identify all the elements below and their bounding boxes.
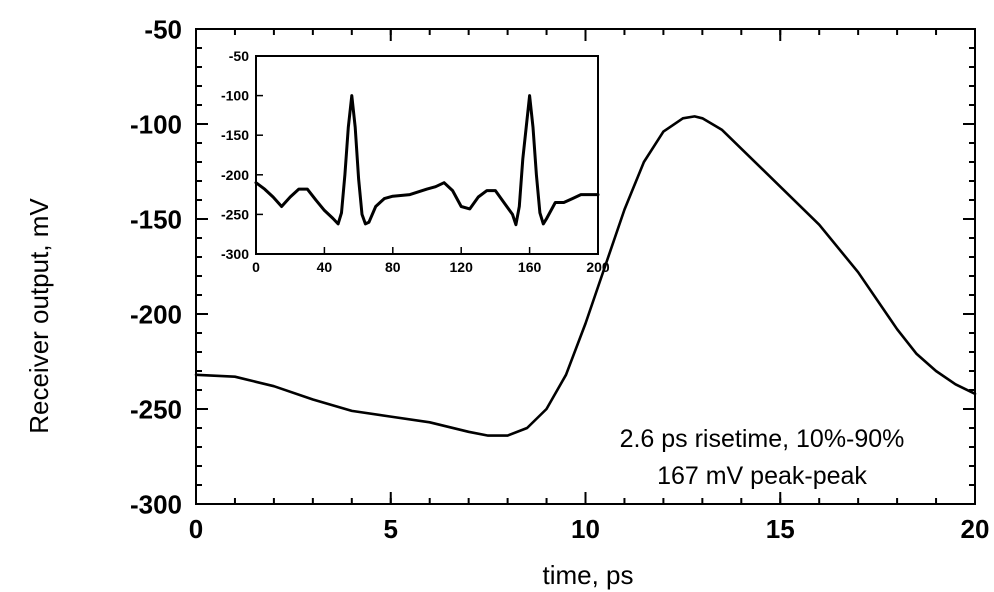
y-tick-label: -150 — [130, 204, 182, 234]
y-tick-label: -300 — [130, 489, 182, 519]
x-tick-label: 15 — [766, 514, 795, 544]
inset-y-tick-label: -200 — [221, 167, 249, 183]
y-tick-label: -100 — [130, 109, 182, 139]
inset-y-tick-label: -150 — [221, 127, 249, 143]
x-tick-label: 0 — [189, 514, 203, 544]
inset-chart: 0 40 80 120 160 200 -50 -100 -150 -200 -250 -300 — [221, 48, 610, 275]
inset-x-tick-label: 40 — [317, 259, 333, 275]
inset-x-tick-label: 160 — [518, 259, 542, 275]
main-series — [194, 115, 977, 437]
inset-y-tick-label: -100 — [221, 88, 249, 104]
inset-x-tick-label: 0 — [252, 259, 260, 275]
x-axis-title: time, ps — [542, 560, 633, 590]
labels: time, ps Receiver output, mV 2.6 ps rise… — [24, 198, 904, 590]
x-tick-label: 10 — [571, 514, 600, 544]
y-tick-label: -200 — [130, 299, 182, 329]
inset-plot-frame — [255, 55, 599, 255]
x-tick-label: 5 — [384, 514, 398, 544]
inset-series-line — [254, 94, 600, 227]
inset-y-tick-label: -250 — [221, 206, 249, 222]
y-tick-label: -250 — [130, 394, 182, 424]
inset-y-tick-label: -300 — [221, 246, 249, 262]
inset-x-tick-label: 120 — [450, 259, 474, 275]
inset-x-tick-label: 80 — [385, 259, 401, 275]
inset-y-tick-label: -50 — [229, 48, 249, 64]
inset-x-tick-label: 200 — [586, 259, 610, 275]
y-axis-title: Receiver output, mV — [24, 198, 54, 434]
annotation-line-1: 2.6 ps risetime, 10%-90% — [620, 425, 905, 453]
annotation-line-2: 167 mV peak-peak — [657, 462, 867, 490]
main-axes: 0 5 10 15 20 -50 -100 -150 -200 -250 -300 — [130, 14, 990, 544]
series-line — [194, 115, 977, 437]
y-tick-label: -50 — [144, 14, 182, 44]
x-tick-label: 20 — [961, 514, 990, 544]
